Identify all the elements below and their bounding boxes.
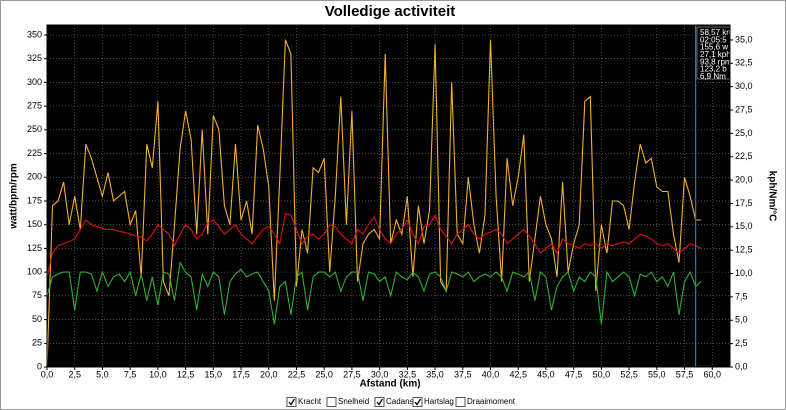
readout-value: 02:05:5	[700, 35, 727, 44]
y2-tick-label: 12,5	[735, 245, 753, 255]
readout-value: 123,2 b	[700, 65, 727, 74]
y2-tick-label: 25,0	[735, 128, 753, 138]
x-tick-label: 35,0	[426, 369, 444, 379]
x-tick-label: 47,5	[565, 369, 583, 379]
legend-checkbox[interactable]	[374, 397, 385, 407]
x-tick-label: 60,0	[703, 369, 721, 379]
y-tick-label: 275	[27, 100, 42, 110]
legend-item[interactable]: Cadans	[374, 397, 414, 407]
x-tick-label: 2,5	[68, 369, 81, 379]
x-tick-label: 32,5	[399, 369, 417, 379]
y-tick-label: 300	[27, 77, 42, 87]
legend-item[interactable]: Hartslag	[412, 397, 454, 407]
series-line	[47, 212, 702, 278]
x-tick-label: 0,0	[41, 369, 54, 379]
legend-label: Draaimoment	[467, 397, 516, 406]
y-tick-label: 325	[27, 53, 42, 63]
x-tick-label: 42,5	[509, 369, 527, 379]
legend-label: Kracht	[298, 397, 322, 406]
x-tick-label: 22,5	[288, 369, 306, 379]
y2-tick-label: 27,5	[735, 104, 753, 114]
legend-label: Hartslag	[424, 397, 454, 406]
readout-frame	[696, 26, 730, 80]
x-tick-label: 7,5	[124, 369, 137, 379]
x-axis-title: Afstand (km)	[359, 379, 420, 390]
y2-tick-label: 15,0	[735, 221, 753, 231]
x-tick-label: 50,0	[593, 369, 611, 379]
legend-label: Cadans	[386, 397, 414, 406]
y2-tick-label: 0,0	[735, 361, 748, 371]
x-tick-label: 5,0	[96, 369, 109, 379]
x-tick-label: 52,5	[620, 369, 638, 379]
lines	[47, 25, 702, 367]
plot-area	[47, 25, 730, 367]
legend-label: Snelheid	[338, 397, 369, 406]
legend-checkbox[interactable]	[412, 397, 423, 407]
legend-checkmark	[288, 398, 296, 406]
x-tick-label: 57,5	[676, 369, 694, 379]
x-tick-label: 45,0	[537, 369, 555, 379]
readout-value: 58,57 km	[700, 28, 733, 37]
y-tick-label: 50	[32, 314, 42, 324]
x-tick-label: 12,5	[177, 369, 195, 379]
x-tick-label: 20,0	[260, 369, 278, 379]
legend-checkbox[interactable]	[286, 397, 297, 407]
x-tick-label: 37,5	[454, 369, 472, 379]
legend-item[interactable]: Snelheid	[326, 397, 369, 407]
readout-value: 27,1 kph	[700, 50, 731, 59]
x-tick-label: 10,0	[149, 369, 167, 379]
legend-checkbox[interactable]	[455, 397, 466, 407]
series-line	[47, 39, 702, 367]
legend-item[interactable]: Kracht	[286, 397, 322, 407]
y-axis-title: watt/bpm/rpm	[9, 163, 20, 230]
legend-item[interactable]: Draaimoment	[455, 397, 516, 407]
y2-tick-label: 22,5	[735, 151, 753, 161]
y-tick-label: 75	[32, 290, 42, 300]
x-tick-label: 15,0	[205, 369, 223, 379]
y-tick-label: 100	[27, 267, 42, 277]
y-tick-label: 200	[27, 172, 42, 182]
readout-value: 155,6 w	[700, 43, 728, 52]
y-tick-label: 0	[37, 361, 42, 371]
plot-frame	[46, 24, 731, 368]
y-tick-label: 225	[27, 148, 42, 158]
y2-tick-label: 5,0	[735, 315, 748, 325]
y-tick-label: 150	[27, 219, 42, 229]
y2-axis-title: kph/Nm/°C	[766, 171, 777, 222]
y-tick-label: 175	[27, 195, 42, 205]
chart-title: Volledige activiteit	[325, 3, 456, 20]
x-tick-label: 27,5	[343, 369, 361, 379]
readout-value: 93,8 rpm	[700, 57, 732, 66]
y-tick-label: 250	[27, 124, 42, 134]
y2-tick-label: 30,0	[735, 81, 753, 91]
axes: 0,0 2,5 5,0 7,5 10,0 12,5 15,0 17,5 20,0 22,5 25,0…	[27, 24, 753, 379]
y2-tick-label: 7,5	[735, 291, 748, 301]
y2-tick-label: 10,0	[735, 268, 753, 278]
y2-tick-label: 32,5	[735, 58, 753, 68]
legend-checkbox[interactable]	[326, 397, 337, 407]
legend-checkmark	[376, 398, 384, 406]
y2-tick-label: 20,0	[735, 174, 753, 184]
y2-tick-label: 2,5	[735, 338, 748, 348]
x-tick-label: 55,0	[648, 369, 666, 379]
legend-checkmark	[414, 398, 422, 406]
y-tick-label: 25	[32, 338, 42, 348]
y2-tick-label: 35,0	[735, 34, 753, 44]
x-tick-label: 25,0	[315, 369, 333, 379]
x-tick-label: 30,0	[371, 369, 389, 379]
y-tick-label: 125	[27, 243, 42, 253]
legend: Kracht Snelheid Cadans Hartslag Draaimoment	[286, 397, 516, 407]
y2-tick-label: 17,5	[735, 198, 753, 208]
series-line	[47, 260, 702, 325]
readout-value: 6,9 Nm	[700, 72, 726, 81]
x-tick-label: 40,0	[482, 369, 500, 379]
y-tick-label: 350	[27, 29, 42, 39]
x-tick-label: 17,5	[232, 369, 250, 379]
